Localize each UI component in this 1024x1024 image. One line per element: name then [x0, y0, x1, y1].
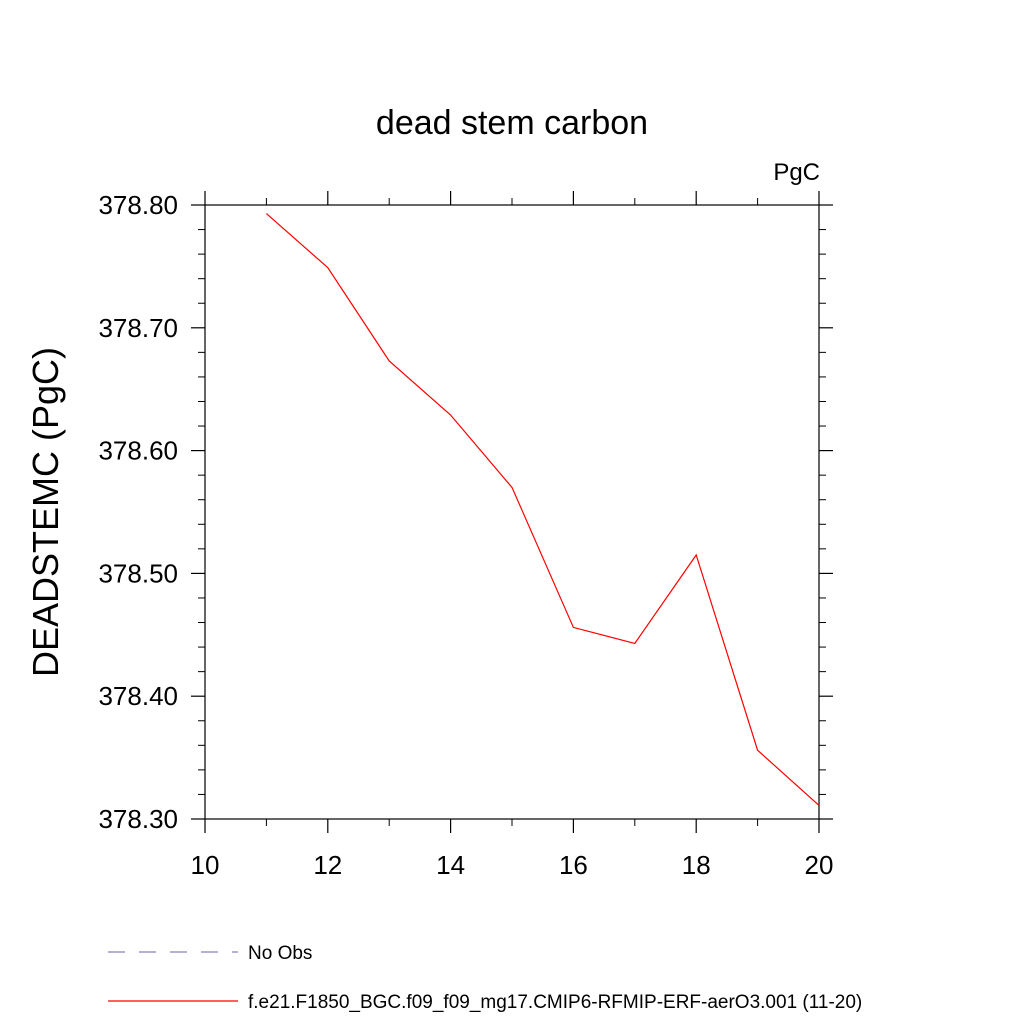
x-tick-label: 18	[682, 850, 711, 880]
series-line-0	[266, 213, 820, 806]
legend-label-model-run: f.e21.F1850_BGC.f09_f09_mg17.CMIP6-RFMIP…	[248, 992, 862, 1013]
series-layer	[266, 213, 820, 806]
chart-title: dead stem carbon	[376, 104, 648, 142]
units-label: PgC	[773, 159, 820, 186]
x-tick-label: 20	[805, 850, 834, 880]
plot-frame	[204, 204, 820, 820]
x-tick-label: 16	[559, 850, 588, 880]
y-tick-label: 378.70	[98, 313, 178, 343]
y-axis-label: DEADSTEMC (PgC)	[25, 347, 66, 677]
y-tick-label: 378.50	[98, 558, 178, 588]
x-tick-label: 14	[436, 850, 465, 880]
y-tick-label: 378.60	[98, 436, 178, 466]
x-tick-labels: 10 12 14 16 18 20	[191, 850, 834, 880]
y-tick-label: 378.80	[98, 190, 178, 220]
y-tick-labels: 378.30 378.40 378.50 378.60 378.70 378.80	[98, 190, 178, 834]
x-tick-label: 12	[313, 850, 342, 880]
y-tick-label: 378.30	[98, 804, 178, 834]
axis-ticks	[191, 191, 833, 833]
legend: No Obs f.e21.F1850_BGC.f09_f09_mg17.CMIP…	[108, 943, 862, 1013]
y-tick-label: 378.40	[98, 681, 178, 711]
x-tick-label: 10	[191, 850, 220, 880]
legend-label-no-obs: No Obs	[248, 943, 312, 964]
